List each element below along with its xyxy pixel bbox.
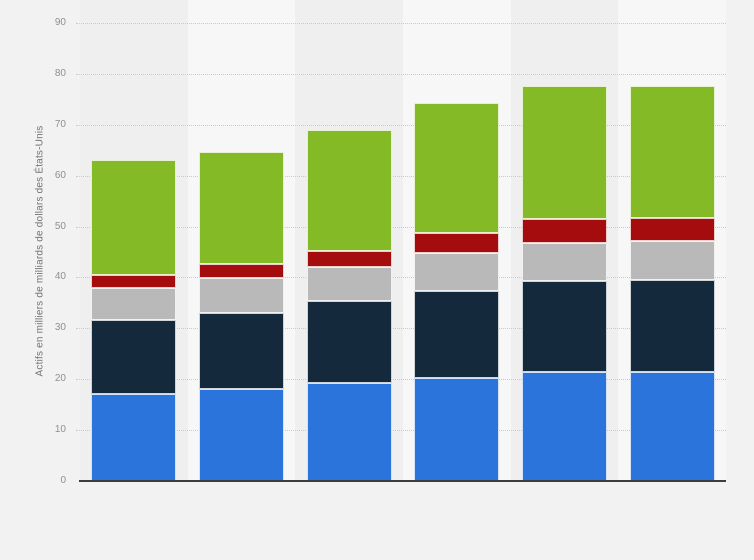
bar-segment-green-top-segment[interactable] <box>522 86 607 220</box>
bar-segment-blue-bottom-segment[interactable] <box>199 389 284 481</box>
y-gridline <box>76 277 726 279</box>
bar-segment-gray-segment[interactable] <box>199 278 284 313</box>
y-gridline <box>76 175 726 177</box>
y-gridline <box>76 328 726 330</box>
y-axis-tick-label: 50 <box>54 220 66 232</box>
y-axis-tick-label: 90 <box>54 16 66 28</box>
y-axis-tick-label: 10 <box>54 424 66 436</box>
bar-segment-gray-segment[interactable] <box>91 287 177 320</box>
y-gridline <box>76 124 726 126</box>
y-gridline <box>76 226 726 228</box>
y-axis-tick-label: 40 <box>54 271 66 283</box>
bar-segment-blue-bottom-segment[interactable] <box>91 393 177 481</box>
bar-segment-dark-navy-segment[interactable] <box>91 319 177 394</box>
bar-segment-blue-bottom-segment[interactable] <box>306 383 392 481</box>
bar-segment-gray-segment[interactable] <box>414 253 500 292</box>
bar-segment-dark-navy-segment[interactable] <box>522 281 607 373</box>
y-axis-tick-label: 70 <box>54 118 66 130</box>
bar-segment-gray-segment[interactable] <box>522 242 607 282</box>
bar-segment-dark-navy-segment[interactable] <box>199 312 284 390</box>
bar-segment-dark-red-segment[interactable] <box>414 233 500 254</box>
bar-segment-dark-red-segment[interactable] <box>629 217 715 242</box>
x-axis-line <box>79 480 726 482</box>
y-axis-tick-label: 20 <box>54 373 66 385</box>
bar-segment-dark-red-segment[interactable] <box>91 274 177 288</box>
y-gridline <box>76 73 726 75</box>
y-gridline <box>76 22 726 24</box>
bar-segment-blue-bottom-segment[interactable] <box>522 372 607 481</box>
bar-segment-dark-navy-segment[interactable] <box>306 300 392 384</box>
bar-segment-dark-red-segment[interactable] <box>199 263 284 279</box>
bar-segment-dark-navy-segment[interactable] <box>629 279 715 373</box>
y-gridline <box>76 430 726 432</box>
bar-segment-gray-segment[interactable] <box>629 241 715 280</box>
bar-segment-green-top-segment[interactable] <box>91 160 177 275</box>
y-axis-tick-label: 60 <box>54 169 66 181</box>
bar-segment-dark-red-segment[interactable] <box>306 250 392 268</box>
bar-segment-green-top-segment[interactable] <box>414 102 500 234</box>
y-gridline <box>76 379 726 381</box>
y-axis-tick-label: 0 <box>60 475 66 486</box>
y-axis-tick-label: 30 <box>54 322 66 334</box>
bar-segment-gray-segment[interactable] <box>306 267 392 301</box>
bar-segment-green-top-segment[interactable] <box>199 152 284 264</box>
bar-segment-green-top-segment[interactable] <box>306 129 392 251</box>
y-axis-title: Actifs en milliers de milliards de dolla… <box>34 125 46 377</box>
bar-segment-dark-navy-segment[interactable] <box>414 291 500 379</box>
bar-segment-blue-bottom-segment[interactable] <box>629 372 715 481</box>
bar-segment-dark-red-segment[interactable] <box>522 219 607 243</box>
bar-segment-green-top-segment[interactable] <box>629 85 715 218</box>
bar-segment-blue-bottom-segment[interactable] <box>414 378 500 481</box>
y-axis-tick-label: 80 <box>54 67 66 79</box>
